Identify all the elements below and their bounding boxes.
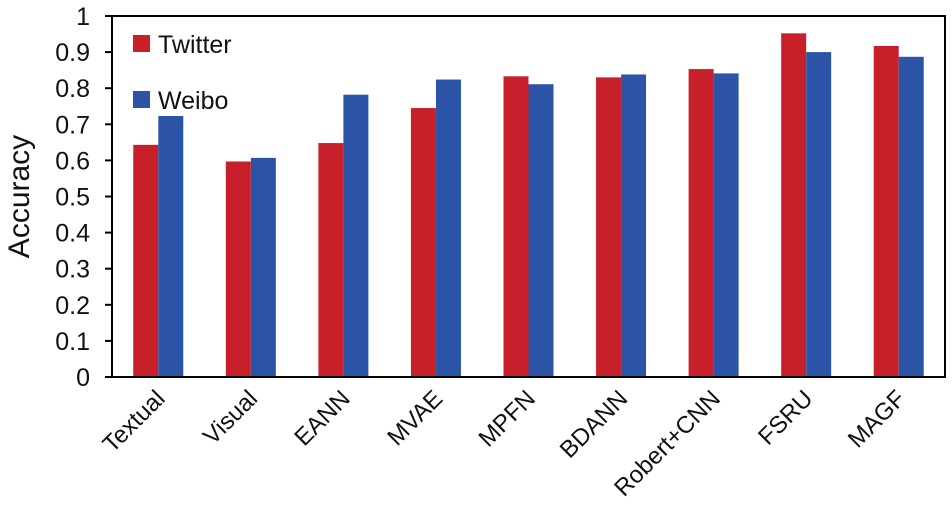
- legend-swatch-twitter: [133, 35, 150, 52]
- x-category-label: Visual: [198, 385, 263, 450]
- x-category-label: MAGF: [843, 385, 911, 453]
- y-tick-label: 0.9: [55, 39, 90, 67]
- y-tick-label: 0.2: [55, 292, 90, 320]
- x-axis-category-labels: Textual Visual EANN MVAE MPFN BDANNRobert+CNN…: [98, 385, 911, 502]
- y-tick-label: 1: [76, 3, 90, 31]
- y-tick-label: 0.7: [55, 111, 90, 139]
- legend: Twitter Weibo: [133, 31, 232, 115]
- y-tick-label: 0.8: [55, 75, 90, 103]
- bar-weibo-mvae: [435, 79, 461, 377]
- bar-weibo-robert-cnn: [713, 73, 739, 378]
- y-tick-label: 0.4: [55, 220, 90, 248]
- x-category-label: EANN: [289, 385, 355, 451]
- x-category-label: FSRU: [753, 385, 818, 450]
- x-category-label: Textual: [98, 385, 171, 458]
- y-axis-label: Accuracy: [3, 135, 36, 258]
- x-category-label: MPFN: [474, 385, 541, 452]
- x-category-label: MVAE: [382, 385, 448, 451]
- bar-twitter-fsru: [781, 33, 807, 377]
- bar-twitter-eann: [318, 143, 344, 377]
- y-tick-label: 0.1: [55, 328, 90, 356]
- y-tick-label: 0.6: [55, 147, 90, 175]
- bar-weibo-textual: [158, 115, 184, 377]
- plot-frame: [111, 15, 946, 378]
- y-tick-label: 0: [76, 364, 90, 392]
- x-category-label: BDANN: [555, 385, 633, 463]
- bar-twitter-visual: [225, 161, 251, 377]
- legend-label-weibo: Weibo: [158, 87, 228, 115]
- legend-swatch-weibo: [133, 91, 150, 108]
- bar-weibo-fsru: [806, 52, 832, 377]
- legend-label-twitter: Twitter: [158, 31, 232, 59]
- y-tick-label: 0.5: [55, 184, 90, 212]
- bar-twitter-magf: [873, 45, 899, 377]
- bar-weibo-bdann: [621, 74, 647, 378]
- bar-twitter-mpfn: [503, 76, 529, 378]
- bar-weibo-mpfn: [528, 84, 554, 377]
- bar-weibo-eann: [343, 94, 369, 377]
- bar-twitter-bdann: [596, 77, 622, 378]
- bar-twitter-textual: [133, 144, 159, 377]
- bar-twitter-mvae: [410, 108, 436, 378]
- y-axis-ticks: 0 0.1 0.2 0.3 0.4 0.5 0.6 0.7 0.8 0.9 1: [55, 3, 112, 392]
- bar-weibo-magf: [898, 56, 924, 377]
- bar-twitter-robert-cnn: [688, 69, 714, 377]
- y-tick-label: 0.3: [55, 256, 90, 284]
- bar-series: [133, 33, 924, 378]
- bar-weibo-visual: [250, 157, 276, 377]
